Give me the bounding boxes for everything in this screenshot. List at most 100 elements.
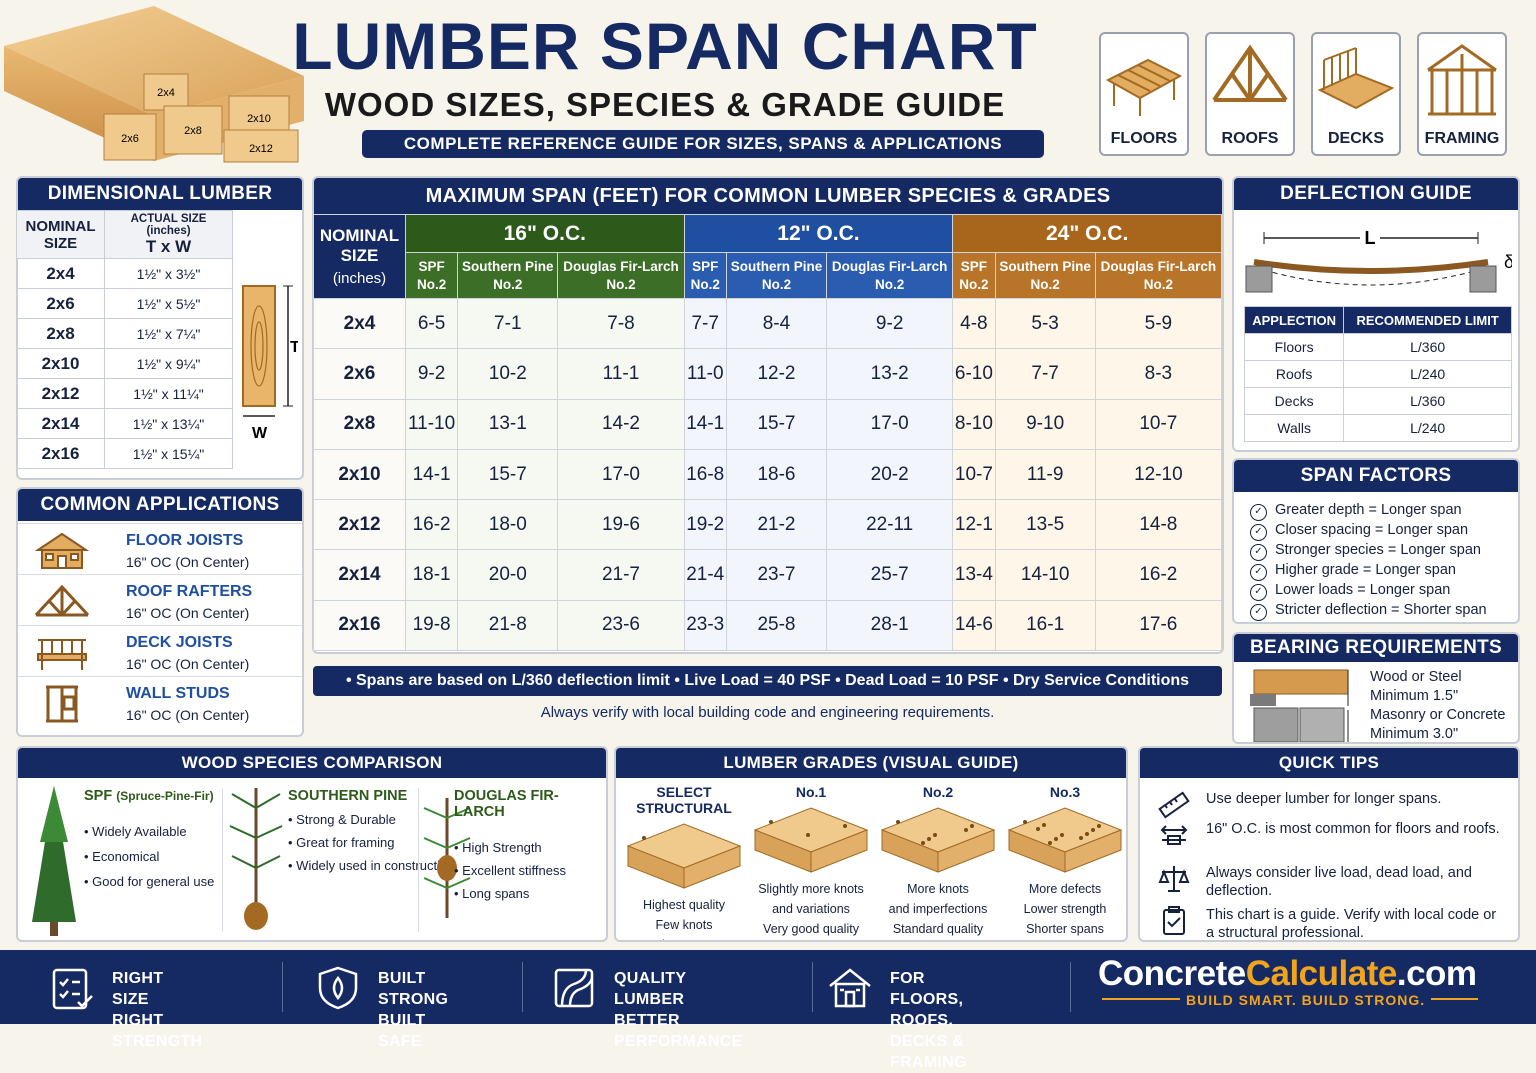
- checklist-icon: [52, 968, 93, 1010]
- species-name: Southern Pine: [462, 258, 554, 274]
- span-cell: 14-6: [952, 599, 996, 652]
- col-limit: RECOMMENDED LIMIT: [1343, 306, 1512, 334]
- dimensional-table: NOMINAL SIZE ACTUAL SIZE (inches) T x W …: [16, 210, 233, 469]
- span-cell: 21-2: [725, 499, 828, 551]
- deflection-row: Floors L/360: [1243, 333, 1512, 361]
- applications-title: COMMON APPLICATIONS: [18, 489, 302, 521]
- span-cell: 14-1: [683, 398, 727, 450]
- species-grade: No.2: [493, 276, 523, 292]
- application-name: WALL STUDS: [126, 685, 230, 702]
- brand-logo[interactable]: ConcreteCalculate.com: [1098, 954, 1477, 994]
- grade-description: More defects Lower strength Shorter spans: [1003, 879, 1126, 939]
- roof-truss-icon: [1212, 44, 1288, 102]
- span-cell: 19-6: [557, 499, 685, 551]
- span-cell: 17-6: [1094, 599, 1223, 652]
- span-factor-item: Greater depth = Longer span: [1234, 500, 1518, 520]
- actual-size: 1½" x 3½": [104, 258, 233, 289]
- span-cell: 15-7: [457, 448, 559, 501]
- grade-line: and variations: [772, 902, 850, 916]
- application-name: Walls: [1243, 414, 1345, 442]
- page-subtitle: WOOD SIZES, SPECIES & GRADE GUIDE: [324, 86, 1006, 123]
- span-table: NOMINAL SIZE (inches) 16" O.C. 12" O.C. …: [313, 214, 1223, 652]
- house-icon: [34, 532, 90, 569]
- table-row: 2x14 18-1 20-0 21-7 21-4 23-7 25-7 13-4 14-10 16-…: [313, 549, 1223, 601]
- group-12oc: 12" O.C.: [683, 214, 954, 253]
- lumber-board-icon: [626, 823, 742, 889]
- span-cell: 11-10: [404, 398, 459, 450]
- species-bullet: Great for framing: [288, 835, 478, 850]
- tips-title: QUICK TIPS: [1140, 748, 1518, 778]
- page-title: LUMBER SPAN CHART: [292, 9, 1038, 83]
- species-name: Douglas Fir-Larch: [563, 258, 679, 274]
- table-row: 2x12 16-2 18-0 19-6 19-2 21-2 22-11 12-1 13-5 14-…: [313, 499, 1223, 551]
- board-label: 2x8: [184, 125, 202, 137]
- grade-description: Highest quality Few knots Maximum spans: [622, 895, 746, 940]
- span-cell: 14-10: [994, 549, 1096, 601]
- bearing-title: BEARING REQUIREMENTS: [1234, 634, 1518, 662]
- application-spacing: 16" OC (On Center): [126, 605, 250, 621]
- span-cell: 17-0: [826, 398, 954, 450]
- span-cell: 13-2: [826, 348, 954, 400]
- species-name-sub: (Spruce-Pine-Fir): [116, 789, 214, 803]
- col-actual: ACTUAL SIZE (inches) T x W: [104, 210, 233, 259]
- board-label: 2x6: [121, 133, 139, 145]
- species-grade: No.2: [1143, 276, 1173, 292]
- application-name: FLOOR JOISTS: [126, 532, 244, 549]
- nominal-header-line: NOMINAL: [319, 226, 400, 245]
- span-cell: 5-9: [1094, 297, 1223, 350]
- board-label: 2x4: [157, 87, 175, 99]
- grade-description: More knots and imperfections Standard qual…: [876, 879, 1000, 939]
- grade-line: Shorter spans: [1026, 922, 1104, 936]
- grade-name: No.3: [1049, 784, 1081, 800]
- col-actual-sub: T x W: [145, 236, 192, 256]
- grade-card: No.1 Slightly more knots and variations Ver…: [749, 780, 873, 940]
- species-column-header: Douglas Fir-Larch No.2: [557, 252, 685, 299]
- span-cell: 21-8: [457, 599, 559, 652]
- brand-part: Concrete: [1098, 954, 1246, 993]
- species-name: Southern Pine: [730, 258, 823, 274]
- span-cell: 18-1: [404, 549, 459, 601]
- nominal-size: 2x10: [16, 348, 105, 379]
- footer-line: BUILT STRONG: [378, 970, 449, 1008]
- span-cell: 23-7: [725, 549, 828, 601]
- span-cell: 13-1: [457, 398, 559, 450]
- span-table-title: MAXIMUM SPAN (FEET) FOR COMMON LUMBER SP…: [314, 178, 1222, 214]
- span-cell: 10-2: [457, 348, 559, 400]
- brand-part: .com: [1396, 954, 1477, 993]
- species-name: SPF: [960, 258, 988, 274]
- species-grade: No.2: [875, 276, 905, 292]
- application-name: Decks: [1243, 387, 1345, 415]
- deflection-row: Walls L/240: [1243, 414, 1512, 442]
- species-column-header: Southern Pine No.2: [457, 252, 559, 299]
- footer-line: RIGHT STRENGTH: [112, 1012, 203, 1050]
- span-factor-item: Stronger species = Longer span: [1234, 540, 1518, 560]
- table-row: 2x8 11-10 13-1 14-2 14-1 15-7 17-0 8-10 9-10 10-7: [313, 398, 1223, 450]
- dimension-row: 2x4 1½" x 3½": [16, 258, 233, 289]
- span-cell: 8-4: [725, 297, 828, 350]
- grade-name: SELECT STRUCTURAL: [636, 784, 732, 816]
- wall-framing-icon: [1427, 44, 1497, 116]
- species-name: SPF: [418, 258, 445, 274]
- span-cell: 7-7: [683, 297, 727, 350]
- grade-line: More knots: [907, 882, 969, 896]
- species-column-header: Douglas Fir-Larch No.2: [826, 252, 954, 299]
- species-grade: No.2: [606, 276, 636, 292]
- assumptions-note: • Spans are based on L/360 deflection li…: [313, 666, 1222, 696]
- span-cell: 8-3: [1094, 348, 1223, 400]
- span-cell: 7-8: [557, 297, 685, 350]
- nominal-header-line: (inches): [332, 270, 387, 287]
- species-grade: No.2: [1030, 276, 1060, 292]
- dimension-row: 2x8 1½" x 7¼": [16, 318, 233, 349]
- deflection-panel: DEFLECTION GUIDE L δ APPLECTIONRECOMMEND…: [1232, 176, 1520, 452]
- dimensional-title: DIMENSIONAL LUMBER SIZES: [18, 178, 302, 236]
- span-cell: 9-2: [826, 297, 954, 350]
- species-grade: No.2: [959, 276, 989, 292]
- span-cell: 9-10: [994, 398, 1096, 450]
- nominal-size: 2x6: [16, 288, 105, 319]
- wall-frame-icon: [46, 685, 78, 723]
- table-row: 2x10 14-1 15-7 17-0 16-8 18-6 20-2 10-7 11-9 12-1…: [313, 448, 1223, 501]
- footer-line: RIGHT SIZE: [112, 970, 164, 1008]
- dimension-row: 2x6 1½" x 5½": [16, 288, 233, 319]
- span-cell: 23-3: [683, 599, 727, 652]
- span-cell: 15-7: [725, 398, 828, 450]
